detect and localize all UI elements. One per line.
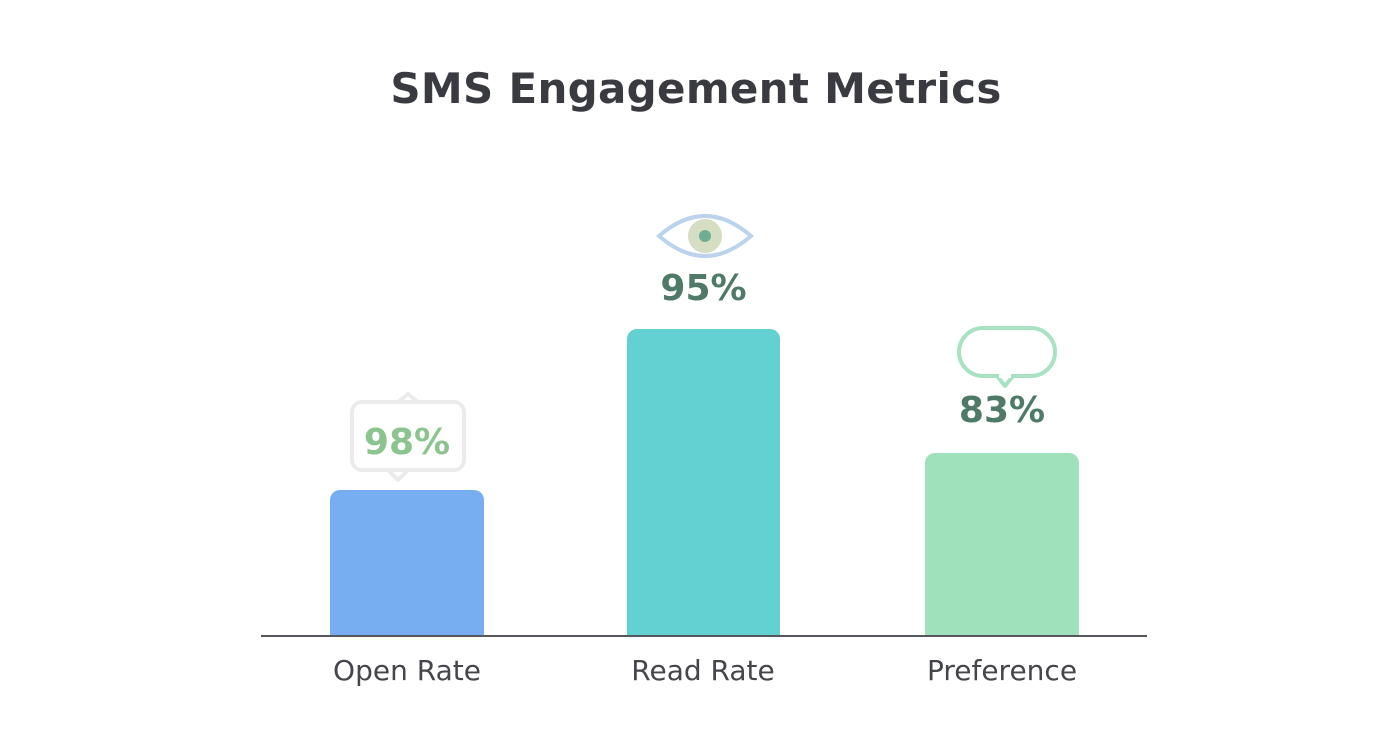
value-label-preference: 83% bbox=[958, 390, 1046, 431]
bar-preference bbox=[925, 453, 1079, 636]
x-axis-line bbox=[261, 635, 1147, 637]
chart-title: SMS Engagement Metrics bbox=[390, 64, 1002, 113]
value-label-open-rate: 98% bbox=[363, 422, 451, 463]
tag-icon bbox=[350, 392, 466, 482]
bar-open-rate bbox=[330, 490, 484, 636]
eye-icon bbox=[655, 214, 755, 258]
category-label-open-rate: Open Rate bbox=[333, 654, 481, 687]
value-label-read-rate: 95% bbox=[660, 268, 747, 309]
speech-bubble-icon bbox=[957, 326, 1057, 388]
bar-read-rate bbox=[627, 329, 780, 636]
category-label-read-rate: Read Rate bbox=[631, 654, 775, 687]
category-label-preference: Preference bbox=[926, 654, 1078, 687]
